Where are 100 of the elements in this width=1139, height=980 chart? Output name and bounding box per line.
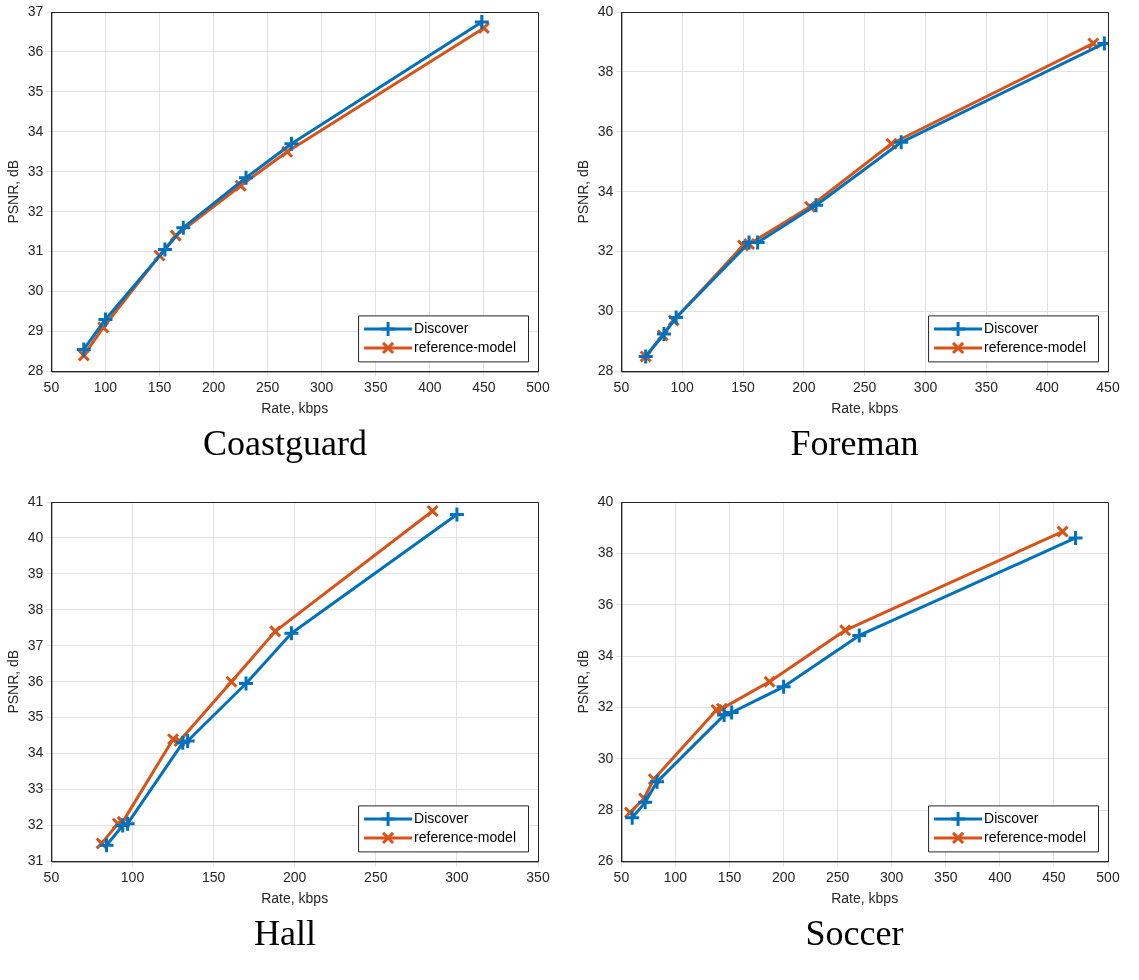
point <box>98 836 116 854</box>
point <box>655 325 673 343</box>
x-tick-label: 400 <box>988 868 1012 885</box>
legend-label: reference-model <box>984 338 1086 355</box>
y-tick-label: 29 <box>27 322 44 339</box>
point <box>426 504 440 518</box>
point <box>96 310 114 328</box>
point <box>667 308 685 326</box>
x-tick-label: 500 <box>1096 868 1120 885</box>
point <box>723 704 741 722</box>
y-tick-label: 34 <box>597 646 614 663</box>
point <box>282 135 300 153</box>
x-tick-label: 50 <box>613 378 630 395</box>
x-tick-label: 350 <box>364 378 388 395</box>
x-tick-label: 350 <box>934 868 958 885</box>
y-tick-label: 35 <box>27 708 44 725</box>
x-axis-title: Rate, kbps <box>261 890 329 907</box>
y-tick-label: 34 <box>27 122 44 139</box>
legend-label: reference-model <box>984 828 1086 845</box>
y-tick-label: 38 <box>597 62 614 79</box>
point <box>156 241 174 259</box>
point <box>838 623 852 637</box>
y-tick-label: 36 <box>597 122 614 139</box>
point <box>237 675 255 692</box>
point <box>623 809 641 827</box>
point <box>648 773 666 791</box>
y-tick-label: 38 <box>27 600 44 617</box>
point <box>282 624 300 642</box>
y-tick-label: 32 <box>597 242 614 259</box>
y-tick-label: 28 <box>27 362 44 379</box>
x-tick-label: 300 <box>913 378 938 395</box>
y-tick-label: 34 <box>27 744 44 761</box>
x-tick-label: 50 <box>43 378 60 395</box>
point <box>179 732 197 750</box>
y-tick-label: 37 <box>27 636 44 653</box>
x-tick-label: 200 <box>283 868 307 885</box>
point <box>473 13 491 31</box>
x-tick-label: 50 <box>613 868 630 885</box>
x-tick-label: 150 <box>147 378 172 395</box>
point <box>1067 529 1085 547</box>
y-axis-title: PSNR, dB <box>5 649 22 714</box>
y-tick-label: 30 <box>597 749 614 766</box>
x-tick-label: 300 <box>445 868 469 885</box>
x-tick-label: 300 <box>880 868 904 885</box>
point <box>268 624 282 638</box>
point <box>807 196 825 214</box>
point <box>775 678 793 696</box>
point <box>710 703 723 717</box>
y-tick-label: 28 <box>597 362 614 379</box>
point <box>114 816 132 834</box>
x-tick-label: 150 <box>731 378 755 395</box>
y-tick-label: 30 <box>27 282 44 299</box>
point <box>636 793 654 811</box>
point <box>75 340 93 358</box>
x-axis-title: Rate, kbps <box>831 890 899 907</box>
y-tick-label: 32 <box>27 816 44 833</box>
text: Coastguard <box>202 422 368 464</box>
y-tick-label: 35 <box>27 82 44 99</box>
legend-label: Discover <box>984 809 1039 826</box>
point <box>174 734 192 752</box>
y-axis-title: PSNR, dB <box>575 159 592 224</box>
x-tick-label: 150 <box>201 868 226 885</box>
y-tick-label: 34 <box>597 182 614 199</box>
x-tick-label: 400 <box>1035 378 1060 395</box>
x-tick-label: 100 <box>93 378 118 395</box>
y-tick-label: 37 <box>27 2 44 19</box>
y-tick-label: 40 <box>597 492 614 509</box>
legend-label: Discover <box>414 319 469 336</box>
x-tick-label: 400 <box>418 378 442 395</box>
point <box>224 675 238 689</box>
y-tick-label: 33 <box>27 780 44 797</box>
x-tick-label: 50 <box>43 868 60 885</box>
point <box>892 133 910 151</box>
y-tick-label: 40 <box>27 528 44 545</box>
point <box>237 169 255 187</box>
x-tick-label: 500 <box>526 378 550 395</box>
x-tick-label: 100 <box>120 868 145 885</box>
y-tick-label: 28 <box>597 800 614 817</box>
y-tick-label: 36 <box>27 42 44 59</box>
x-tick-label: 150 <box>717 868 742 885</box>
x-tick-label: 300 <box>310 378 334 395</box>
point <box>448 506 466 524</box>
y-tick-label: 26 <box>597 852 614 869</box>
y-axis-title: PSNR, dB <box>5 159 22 224</box>
y-tick-label: 38 <box>597 544 614 561</box>
y-tick-label: 39 <box>27 564 44 581</box>
point <box>763 675 776 689</box>
y-tick-label: 32 <box>597 698 614 715</box>
y-tick-label: 36 <box>597 595 614 612</box>
point <box>715 706 733 724</box>
y-tick-label: 32 <box>27 202 44 219</box>
text: Soccer <box>804 912 905 954</box>
x-tick-label: 250 <box>853 378 877 395</box>
text: Foreman <box>789 422 920 464</box>
legend-label: Discover <box>984 319 1039 336</box>
y-tick-label: 31 <box>27 852 44 869</box>
x-tick-label: 450 <box>472 378 496 395</box>
x-axis-title: Rate, kbps <box>261 400 329 417</box>
text: Hall <box>253 912 317 954</box>
point <box>119 815 137 833</box>
